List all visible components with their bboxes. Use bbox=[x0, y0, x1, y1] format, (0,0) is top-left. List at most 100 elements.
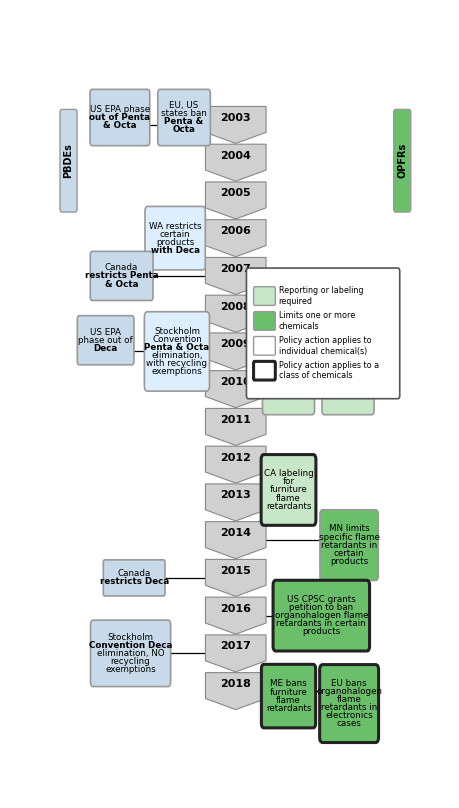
Text: Convention Deca: Convention Deca bbox=[89, 641, 172, 650]
FancyBboxPatch shape bbox=[157, 90, 210, 145]
Text: 65: 65 bbox=[342, 390, 353, 400]
Text: retardants in: retardants in bbox=[320, 541, 376, 549]
Text: US EPA phase: US EPA phase bbox=[90, 105, 150, 114]
Text: TDCIPP on: TDCIPP on bbox=[325, 366, 369, 375]
Text: Act: Act bbox=[281, 390, 295, 400]
Text: US CPSC grants: US CPSC grants bbox=[286, 595, 355, 604]
Polygon shape bbox=[205, 522, 265, 558]
Text: 2007: 2007 bbox=[220, 264, 251, 274]
Text: Safe Product: Safe Product bbox=[260, 382, 316, 392]
Polygon shape bbox=[205, 144, 265, 181]
Text: restricts Deca: restricts Deca bbox=[99, 578, 168, 587]
Polygon shape bbox=[205, 220, 265, 257]
FancyBboxPatch shape bbox=[144, 312, 209, 391]
FancyBboxPatch shape bbox=[90, 251, 153, 301]
Text: elimination,: elimination, bbox=[151, 351, 202, 360]
Text: CA labeling: CA labeling bbox=[263, 469, 313, 478]
Polygon shape bbox=[205, 295, 265, 332]
FancyBboxPatch shape bbox=[90, 90, 150, 145]
FancyBboxPatch shape bbox=[77, 316, 134, 364]
Text: 2009: 2009 bbox=[220, 339, 251, 349]
Text: & Octa: & Octa bbox=[103, 121, 136, 130]
Text: 2016: 2016 bbox=[220, 604, 251, 613]
Text: Policy action applies to a
class of chemicals: Policy action applies to a class of chem… bbox=[278, 361, 378, 381]
Text: 2017: 2017 bbox=[220, 642, 251, 651]
Text: with Deca: with Deca bbox=[150, 246, 199, 255]
Text: Policy action applies to
individual chemical(s): Policy action applies to individual chem… bbox=[278, 336, 370, 356]
Text: Stockholm: Stockholm bbox=[154, 326, 200, 335]
Text: with recycling: with recycling bbox=[146, 359, 207, 368]
Text: out of Penta: out of Penta bbox=[89, 113, 150, 122]
FancyBboxPatch shape bbox=[253, 336, 275, 356]
Text: OPFRs: OPFRs bbox=[397, 143, 406, 179]
Text: products: products bbox=[156, 238, 194, 246]
Text: 2010: 2010 bbox=[220, 377, 251, 387]
Text: exemptions: exemptions bbox=[105, 665, 156, 674]
Text: furniture: furniture bbox=[269, 688, 307, 696]
FancyBboxPatch shape bbox=[321, 351, 373, 415]
FancyBboxPatch shape bbox=[261, 664, 315, 728]
Text: petition to ban: petition to ban bbox=[289, 603, 353, 612]
Text: ME bans: ME bans bbox=[269, 680, 306, 688]
Text: 2013: 2013 bbox=[220, 490, 251, 500]
Text: recycling: recycling bbox=[111, 657, 150, 666]
FancyBboxPatch shape bbox=[60, 109, 77, 212]
Polygon shape bbox=[205, 635, 265, 672]
Text: elimination, NO: elimination, NO bbox=[96, 649, 164, 658]
Text: retardants in: retardants in bbox=[320, 703, 376, 712]
Text: electronics: electronics bbox=[325, 711, 372, 720]
Text: 2008: 2008 bbox=[220, 301, 251, 312]
Text: 2015: 2015 bbox=[220, 566, 251, 576]
FancyBboxPatch shape bbox=[90, 621, 170, 687]
Text: retardants: retardants bbox=[265, 502, 311, 511]
Polygon shape bbox=[205, 408, 265, 445]
Text: WA: WA bbox=[281, 366, 295, 375]
Text: Children's: Children's bbox=[266, 374, 310, 384]
Text: flame: flame bbox=[275, 696, 300, 705]
Text: Octa: Octa bbox=[172, 125, 195, 134]
Text: 2011: 2011 bbox=[220, 415, 251, 425]
Text: Stockholm: Stockholm bbox=[107, 633, 153, 642]
Text: retardants: retardants bbox=[265, 704, 311, 713]
Text: 2004: 2004 bbox=[220, 151, 251, 161]
Text: Penta &: Penta & bbox=[164, 117, 203, 126]
Text: exemptions: exemptions bbox=[151, 367, 202, 377]
Text: Deca: Deca bbox=[93, 344, 118, 353]
FancyBboxPatch shape bbox=[253, 312, 275, 330]
Text: flame: flame bbox=[336, 695, 361, 704]
Text: flame: flame bbox=[275, 494, 300, 503]
Text: cases: cases bbox=[336, 719, 361, 728]
Text: 2005: 2005 bbox=[220, 188, 251, 199]
FancyBboxPatch shape bbox=[246, 268, 399, 398]
Text: 2014: 2014 bbox=[220, 528, 251, 538]
FancyBboxPatch shape bbox=[393, 109, 410, 212]
Polygon shape bbox=[205, 182, 265, 219]
Text: for: for bbox=[282, 478, 294, 486]
FancyBboxPatch shape bbox=[261, 455, 315, 525]
FancyBboxPatch shape bbox=[319, 510, 377, 580]
Text: Canada: Canada bbox=[105, 263, 138, 272]
Text: Penta & Octa: Penta & Octa bbox=[144, 343, 209, 351]
Text: organohalogen: organohalogen bbox=[315, 687, 381, 696]
Text: Canada: Canada bbox=[117, 570, 151, 579]
Polygon shape bbox=[205, 597, 265, 634]
Text: MN limits: MN limits bbox=[328, 524, 369, 533]
Text: & Octa: & Octa bbox=[105, 280, 138, 288]
Polygon shape bbox=[205, 333, 265, 370]
Text: EU, US: EU, US bbox=[169, 101, 198, 110]
Text: WA restricts: WA restricts bbox=[149, 221, 201, 230]
FancyBboxPatch shape bbox=[253, 361, 275, 380]
Polygon shape bbox=[205, 672, 265, 709]
Text: certain: certain bbox=[159, 229, 190, 238]
Polygon shape bbox=[205, 559, 265, 596]
Text: US EPA: US EPA bbox=[90, 327, 121, 337]
Polygon shape bbox=[205, 446, 265, 483]
Text: Reporting or labeling
required: Reporting or labeling required bbox=[278, 286, 362, 305]
FancyBboxPatch shape bbox=[145, 206, 205, 270]
Text: 2012: 2012 bbox=[220, 452, 251, 463]
FancyBboxPatch shape bbox=[103, 560, 165, 596]
Text: EU bans: EU bans bbox=[330, 679, 366, 688]
Polygon shape bbox=[205, 371, 265, 408]
Text: 2006: 2006 bbox=[220, 226, 251, 236]
Polygon shape bbox=[205, 258, 265, 294]
